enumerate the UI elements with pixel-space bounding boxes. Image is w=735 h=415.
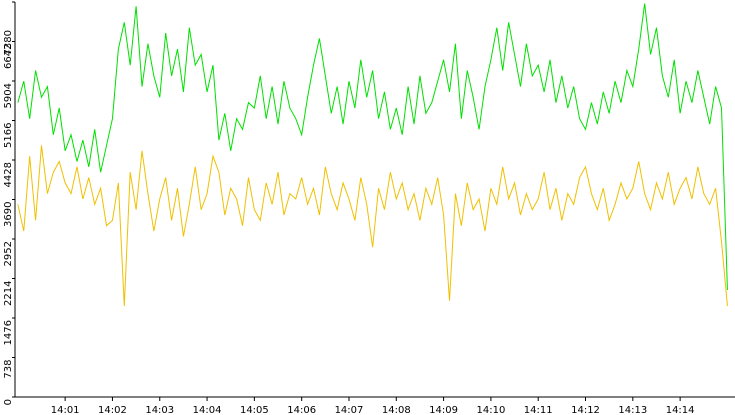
x-tick-label: 14:07 [335, 405, 364, 415]
y-tick-label: 6642 [3, 44, 14, 69]
y-tick-label: 0 [3, 399, 14, 405]
y-tick-label: 5904 [3, 83, 14, 108]
y-tick-label: 1476 [3, 320, 14, 345]
y-tick-label: 738 [3, 360, 14, 379]
x-tick-label: 14:03 [145, 405, 174, 415]
data-line [17, 3, 728, 290]
y-tick-label: 3690 [3, 202, 14, 227]
y-tick-label: 4428 [3, 162, 14, 187]
data-line [17, 145, 728, 307]
x-tick-label: 14:14 [666, 405, 695, 415]
x-tick-label: 14:06 [287, 405, 316, 415]
x-tick-label: 14:02 [98, 405, 127, 415]
y-tick-label: 2214 [3, 281, 14, 306]
y-tick-label: 7380 [3, 30, 14, 55]
x-tick-label: 14:04 [193, 405, 222, 415]
x-tick-label: 14:05 [240, 405, 269, 415]
x-tick-label: 14:01 [51, 405, 80, 415]
y-tick-label: 5166 [3, 123, 14, 148]
x-tick-label: 14:11 [524, 405, 553, 415]
x-tick-label: 14:13 [618, 405, 647, 415]
x-tick-label: 14:12 [571, 405, 600, 415]
x-tick-label: 14:09 [429, 405, 458, 415]
x-tick-label: 14:08 [382, 405, 411, 415]
y-tick-label: 2952 [3, 241, 14, 266]
x-tick-label: 14:10 [476, 405, 505, 415]
